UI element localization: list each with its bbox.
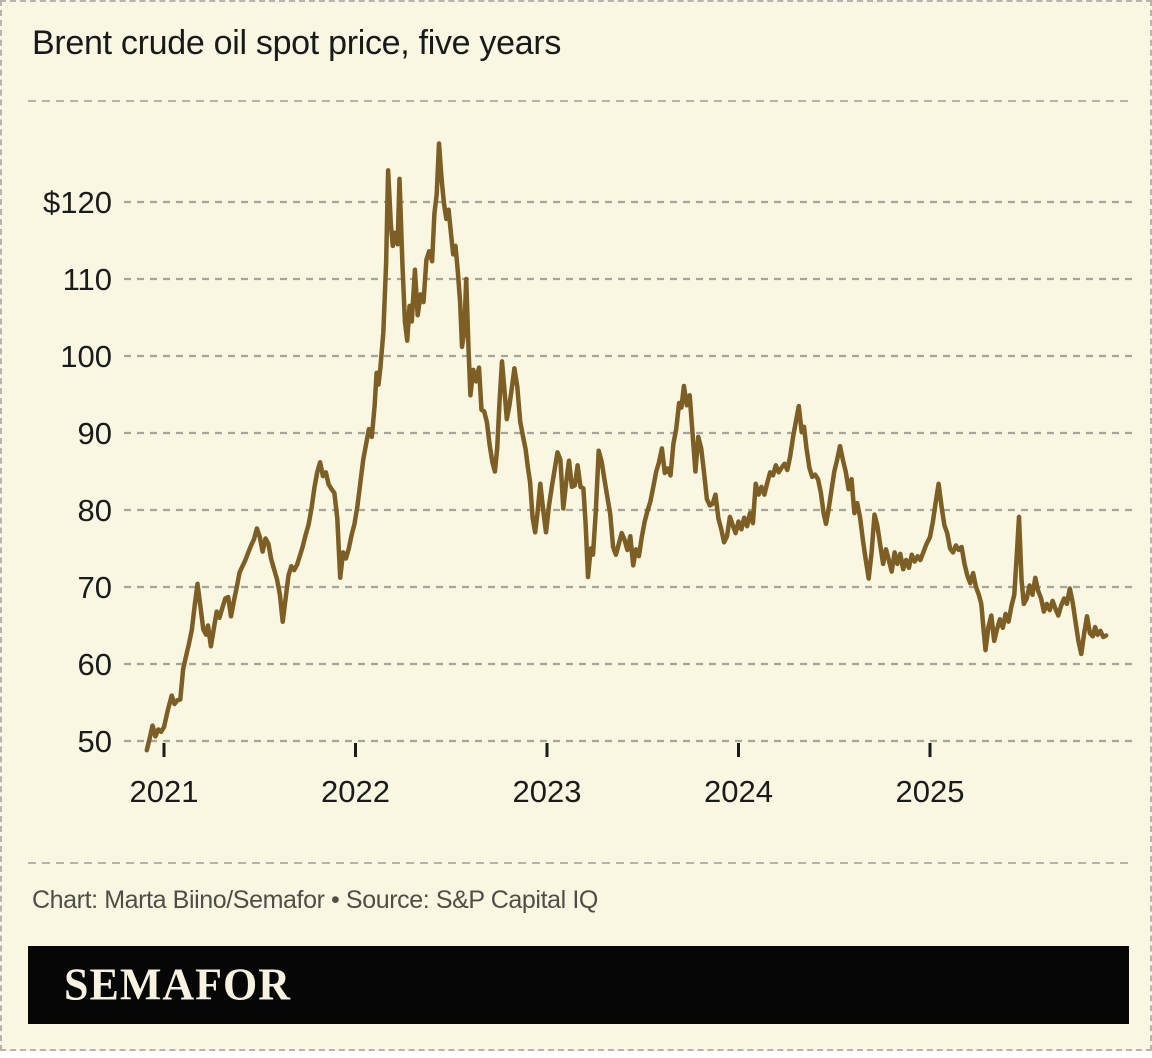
chart-credit: Chart: Marta Biino/Semafor • Source: S&P…	[32, 886, 598, 914]
price-line	[144, 141, 1109, 753]
top-separator	[28, 100, 1129, 102]
x-axis-label: 2025	[896, 774, 965, 809]
y-axis-label: 70	[78, 570, 112, 605]
y-axis-label: 90	[78, 416, 112, 451]
bottom-separator	[28, 862, 1129, 864]
x-axis-label: 2021	[130, 774, 199, 809]
brand-bar: SEMAFOR	[28, 946, 1129, 1024]
x-axis-label: 2024	[704, 774, 773, 809]
y-axis-label: 50	[78, 724, 112, 759]
y-axis-label: 100	[60, 339, 112, 374]
y-axis-label: 60	[78, 647, 112, 682]
y-axis-label: $120	[43, 185, 112, 220]
chart-title: Brent crude oil spot price, five years	[32, 24, 562, 62]
x-axis-label: 2023	[513, 774, 582, 809]
brand-logo: SEMAFOR	[64, 959, 291, 1010]
y-axis-label: 110	[63, 262, 112, 297]
x-axis-label: 2022	[321, 774, 390, 809]
y-axis-label: 80	[78, 493, 112, 528]
